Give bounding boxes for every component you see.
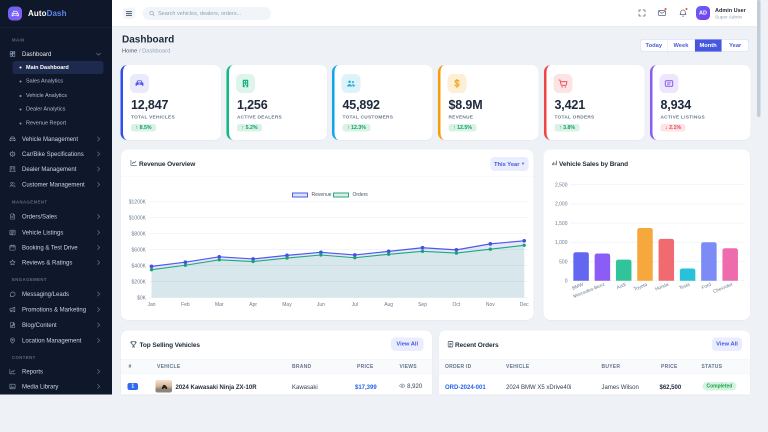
svg-text:Jul: Jul <box>352 302 358 308</box>
svg-text:$1200K: $1200K <box>129 199 147 205</box>
svg-text:$600K: $600K <box>132 247 147 253</box>
svg-text:Toyota: Toyota <box>633 282 649 293</box>
svg-text:May: May <box>282 302 292 308</box>
svg-text:Aug: Aug <box>384 302 393 308</box>
svg-text:Jan: Jan <box>147 302 155 308</box>
svg-text:Apr: Apr <box>249 302 257 308</box>
svg-text:1,000: 1,000 <box>555 240 568 246</box>
svg-text:BMW: BMW <box>571 282 584 292</box>
svg-text:Mar: Mar <box>215 302 224 308</box>
svg-text:Feb: Feb <box>181 302 190 308</box>
svg-text:$400K: $400K <box>132 263 147 269</box>
svg-text:Oct: Oct <box>453 302 461 308</box>
svg-text:2,500: 2,500 <box>555 182 568 188</box>
svg-text:Nov: Nov <box>486 302 495 308</box>
svg-text:500: 500 <box>559 259 568 265</box>
svg-text:Dec: Dec <box>520 302 529 308</box>
svg-text:2,000: 2,000 <box>555 202 568 208</box>
svg-text:$1000K: $1000K <box>129 215 147 221</box>
svg-text:Jun: Jun <box>317 302 325 308</box>
svg-text:Audi: Audi <box>616 282 627 291</box>
svg-text:0: 0 <box>565 278 568 284</box>
svg-text:Tesla: Tesla <box>678 282 691 292</box>
svg-text:Sep: Sep <box>418 302 427 308</box>
svg-text:Chevrolet: Chevrolet <box>712 282 734 295</box>
svg-text:$0K: $0K <box>137 295 147 301</box>
svg-text:Honda: Honda <box>654 282 670 293</box>
svg-text:$800K: $800K <box>132 231 147 237</box>
svg-text:1,500: 1,500 <box>555 221 568 227</box>
svg-text:Ford: Ford <box>701 282 713 291</box>
svg-text:$200K: $200K <box>132 279 147 285</box>
